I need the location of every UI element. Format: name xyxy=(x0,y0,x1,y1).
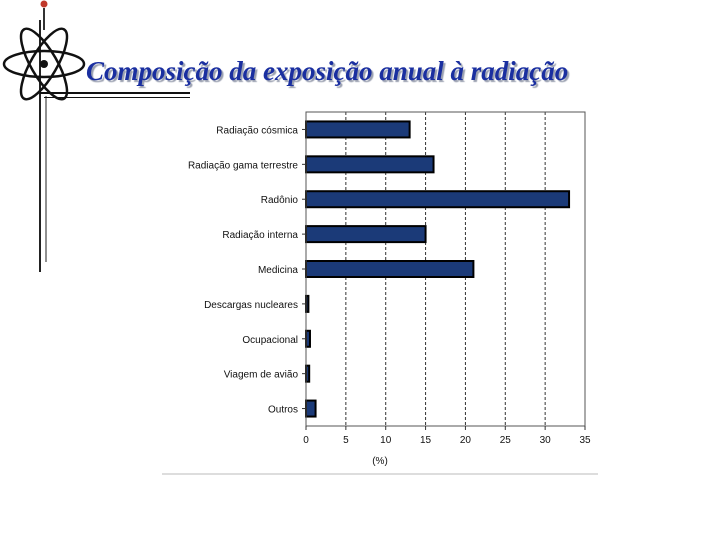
chart-x-tick-labels: 0 5 10 15 20 25 30 35 xyxy=(303,435,591,446)
category-label: Radônio xyxy=(261,195,299,206)
bar xyxy=(305,190,571,209)
bar xyxy=(305,260,475,278)
category-label: Medicina xyxy=(258,265,298,276)
category-label: Outros xyxy=(268,405,298,416)
chart-category-labels: Radiação cósmica Radiação gama terrestre R… xyxy=(188,125,299,415)
title-underline xyxy=(40,92,190,94)
category-label: Radiação gama terrestre xyxy=(188,160,298,171)
bar xyxy=(305,329,311,348)
x-tick-label: 20 xyxy=(460,435,472,446)
bar xyxy=(305,155,435,174)
title-underline-secondary xyxy=(44,97,190,98)
x-tick-label: 5 xyxy=(343,435,349,446)
x-tick-label: 0 xyxy=(303,435,309,446)
x-tick-label: 25 xyxy=(500,435,512,446)
radiation-exposure-bar-chart: Radiação cósmica Radiação gama terrestre R… xyxy=(162,111,598,475)
chart-bars xyxy=(305,120,571,418)
slide-title: Composição da exposição anual à radiação xyxy=(86,56,569,86)
x-axis-label: (%) xyxy=(372,456,388,467)
bar xyxy=(305,120,411,139)
atom-logo-icon xyxy=(2,0,86,272)
category-label: Radiação cósmica xyxy=(216,125,298,136)
x-tick-label: 15 xyxy=(420,435,432,446)
x-tick-label: 30 xyxy=(540,435,552,446)
bar xyxy=(305,225,427,244)
category-label: Viagem de avião xyxy=(224,370,299,381)
x-tick-label: 35 xyxy=(579,435,591,446)
chart-axes xyxy=(302,111,586,430)
bar xyxy=(305,399,317,418)
category-label: Radiação interna xyxy=(222,230,298,241)
category-label: Descargas nucleares xyxy=(204,300,298,311)
category-label: Ocupacional xyxy=(242,335,298,346)
x-tick-label: 10 xyxy=(380,435,392,446)
